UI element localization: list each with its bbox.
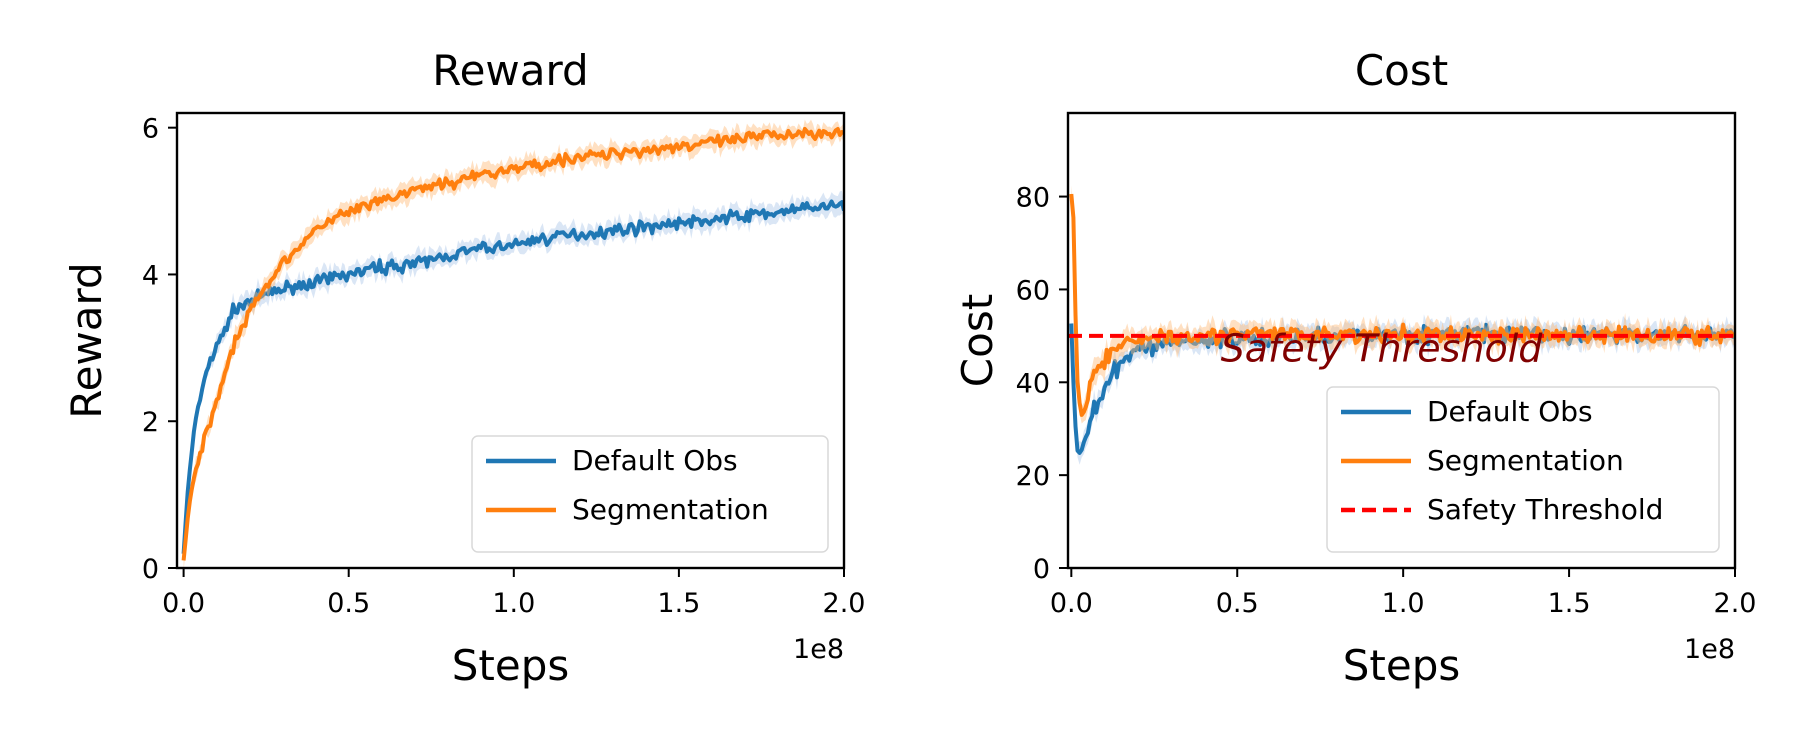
- y-tick-label: 20: [1016, 461, 1050, 492]
- x-axis-label: Steps: [452, 641, 570, 690]
- axes-frame: [175, 111, 846, 570]
- plot-area: Safety Threshold: [1068, 185, 1735, 465]
- y-tick-label: 0: [1033, 554, 1050, 585]
- legend-label: Segmentation: [1427, 444, 1624, 477]
- x-tick-label: 2.0: [823, 588, 866, 619]
- y-tick-label: 40: [1016, 368, 1050, 399]
- y-tick-label: 0: [142, 554, 159, 585]
- panel-reward: 0.0 0.5 1.0 1.5 2.0 0 2 4 6 Reward Steps Reward 1e8 D…: [62, 46, 865, 690]
- plot-area: [181, 119, 844, 568]
- x-offset-label: 1e8: [793, 634, 844, 665]
- x-tick-label: 0.5: [1216, 588, 1259, 619]
- x-tick-label: 2.0: [1714, 588, 1757, 619]
- legend: Default Obs Segmentation Safety Threshold: [1326, 386, 1720, 553]
- legend-frame: [1326, 386, 1720, 553]
- legend-label: Default Obs: [572, 444, 738, 477]
- y-tick-label: 6: [142, 114, 159, 145]
- chart-title: Cost: [1355, 46, 1448, 95]
- threshold-annotation: Safety Threshold: [1221, 327, 1544, 371]
- x-axis-label: Steps: [1343, 641, 1461, 690]
- legend-label: Safety Threshold: [1427, 493, 1663, 526]
- panel-cost: Safety Threshold 0.0 0.5 1.0 1.5 2.0 0 20 40 60 80…: [953, 46, 1756, 690]
- chart-title: Reward: [432, 46, 588, 95]
- legend-frame: [471, 435, 829, 553]
- y-axis-label: Reward: [62, 262, 111, 418]
- x-tick-label: 1.0: [1382, 588, 1425, 619]
- series-line-segmentation: [181, 126, 844, 561]
- x-tick-label: 1.5: [657, 588, 700, 619]
- legend: Default Obs Segmentation: [471, 435, 829, 553]
- y-tick-label: 80: [1016, 183, 1050, 214]
- series-line-default-obs: [181, 199, 844, 554]
- y-axis-label: Cost: [953, 294, 1002, 387]
- y-tick-label: 4: [142, 260, 159, 291]
- x-tick-label: 1.5: [1548, 588, 1591, 619]
- x-tick-label: 0.0: [162, 588, 205, 619]
- legend-label: Segmentation: [572, 493, 769, 526]
- x-tick-label: 1.0: [492, 588, 535, 619]
- y-tick-label: 60: [1016, 275, 1050, 306]
- x-offset-label: 1e8: [1684, 634, 1735, 665]
- x-tick-label: 0.5: [327, 588, 370, 619]
- axes-frame: [1066, 111, 1737, 570]
- x-tick-label: 0.0: [1050, 588, 1093, 619]
- y-tick-label: 2: [142, 407, 159, 438]
- legend-label: Default Obs: [1427, 395, 1593, 428]
- series-line-segmentation: [1069, 193, 1735, 417]
